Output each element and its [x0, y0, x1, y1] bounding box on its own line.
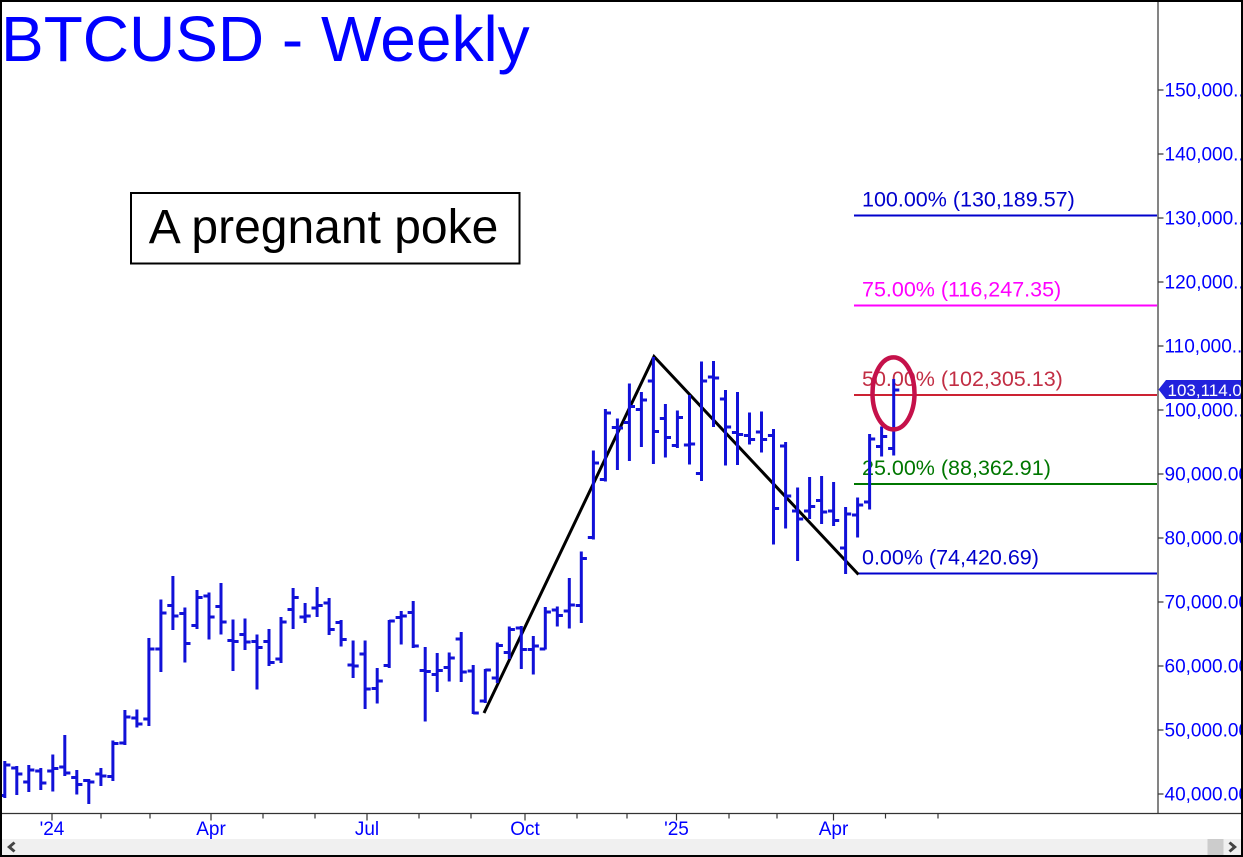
svg-text:100.00% (130,189.57): 100.00% (130,189.57): [862, 188, 1075, 212]
svg-text:60,000.00: 60,000.00: [1165, 657, 1243, 678]
svg-text:80,000.00: 80,000.00: [1165, 529, 1243, 550]
svg-text:150,000....: 150,000....: [1165, 81, 1243, 102]
svg-text:50,000.00: 50,000.00: [1165, 721, 1243, 742]
svg-text:130,000....: 130,000....: [1165, 209, 1243, 230]
svg-text:75.00% (116,247.35): 75.00% (116,247.35): [862, 278, 1061, 302]
svg-text:90,000.00: 90,000.00: [1165, 465, 1243, 486]
svg-text:Jul: Jul: [355, 819, 379, 840]
svg-text:40,000.00: 40,000.00: [1165, 785, 1243, 806]
svg-text:0.00% (74,420.69): 0.00% (74,420.69): [862, 546, 1039, 570]
svg-text:120,000....: 120,000....: [1165, 273, 1243, 294]
svg-text:Apr: Apr: [196, 819, 226, 840]
svg-text:A pregnant poke: A pregnant poke: [149, 201, 499, 254]
svg-text:BTCUSD - Weekly: BTCUSD - Weekly: [1, 3, 530, 75]
svg-text:103,114.03: 103,114.03: [1168, 381, 1243, 400]
svg-text:70,000.00: 70,000.00: [1165, 593, 1243, 614]
svg-text:100,000....: 100,000....: [1165, 401, 1243, 422]
svg-text:110,000....: 110,000....: [1165, 337, 1243, 358]
svg-text:'25: '25: [664, 819, 689, 840]
svg-text:50.00% (102,305.13): 50.00% (102,305.13): [862, 367, 1063, 391]
svg-text:'24: '24: [40, 819, 65, 840]
svg-text:Oct: Oct: [510, 819, 540, 840]
svg-text:25.00% (88,362.91): 25.00% (88,362.91): [862, 456, 1051, 480]
svg-text:Apr: Apr: [819, 819, 849, 840]
svg-text:140,000....: 140,000....: [1165, 145, 1243, 166]
